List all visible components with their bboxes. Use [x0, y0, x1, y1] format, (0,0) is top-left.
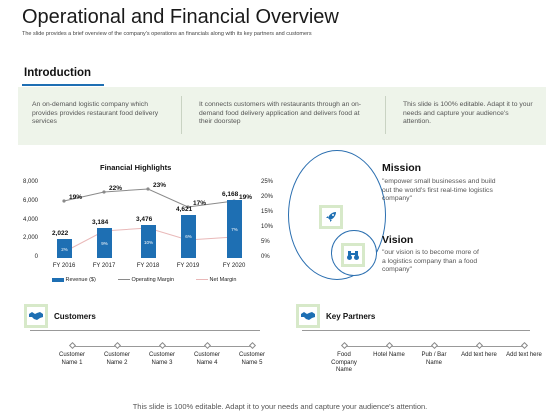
- legend-revenue-label: Revenue ($): [65, 277, 96, 283]
- y-right-tick: 5%: [261, 239, 270, 245]
- x-tick-label: FY 2019: [176, 263, 200, 269]
- tree-node-label: Hotel Name: [373, 352, 405, 358]
- tree-node-label: Food Company Name: [331, 352, 357, 373]
- revenue-value-label: 6,168: [222, 191, 239, 199]
- revenue-bar-inner-label: 9%: [101, 241, 108, 247]
- tree-node-label: Customer Name 2: [103, 352, 130, 366]
- operating-margin-value-label: 19%: [69, 194, 83, 201]
- introduction-divider-2: [385, 96, 386, 134]
- vision-title: Vision: [382, 234, 414, 246]
- y-left-tick: 4,000: [22, 216, 38, 223]
- operating-margin-line: [63, 188, 235, 208]
- x-tick-label: FY 2020: [222, 263, 246, 269]
- operating-margin-value-label: 19%: [239, 194, 253, 201]
- handshake-icon: [27, 307, 45, 325]
- tree-node-label: Customer Name 5: [238, 352, 265, 366]
- operating-margin-value-label: 22%: [109, 185, 123, 192]
- y-right-tick: 0%: [261, 254, 270, 260]
- tree-node-label: Customer Name 4: [193, 352, 220, 366]
- revenue-bar: [57, 239, 72, 258]
- legend-operating-label: Operating Margin: [131, 277, 175, 283]
- introduction-underline: [22, 84, 104, 86]
- legend-net-label: Net Margin: [209, 277, 237, 283]
- operating-margin-value-label: 17%: [193, 200, 207, 207]
- operating-margin-value-label: 23%: [153, 182, 167, 189]
- y-left-tick: 8,000: [22, 179, 38, 185]
- legend-net-margin: Net Margin: [196, 277, 236, 283]
- chart-title: Financial Highlights: [100, 163, 172, 172]
- revenue-bar: [97, 228, 112, 258]
- tree-node-label: Add text here: [506, 352, 542, 358]
- legend-revenue-swatch: [52, 277, 64, 282]
- mission-title: Mission: [382, 162, 422, 174]
- x-tick-label: FY 2017: [92, 263, 116, 269]
- legend-revenue: Revenue ($): [52, 277, 96, 283]
- tree-node-label: Customer Name 3: [148, 352, 175, 366]
- y-right-tick: 20%: [261, 194, 274, 200]
- y-right-tick: 25%: [261, 179, 274, 185]
- tree-node-label: Customer Name 1: [58, 352, 85, 366]
- customers-icon-box: [24, 304, 48, 328]
- revenue-value-label: 3,184: [92, 219, 109, 227]
- y-left-tick: 2,000: [22, 235, 38, 242]
- x-tick-label: FY 2016: [52, 263, 76, 269]
- partners-icon-box: [296, 304, 320, 328]
- revenue-value-label: 4,621: [176, 205, 193, 213]
- page-subtitle: The slide provides a brief overview of t…: [22, 31, 312, 37]
- tree-node-label: Add text here: [461, 352, 497, 358]
- handshake-icon: [299, 307, 317, 325]
- y-left-tick: 6,000: [22, 197, 38, 204]
- revenue-bar: [227, 200, 242, 258]
- binoculars-icon: [344, 246, 362, 264]
- operating-margin-point: [102, 190, 106, 194]
- introduction-band: [18, 87, 546, 145]
- mission-text: "empower small businesses and build out …: [382, 178, 496, 203]
- mission-icon-box: [319, 205, 343, 229]
- introduction-text-1: An on-demand logistic company which prov…: [32, 101, 159, 126]
- revenue-value-label: 3,476: [136, 216, 153, 224]
- revenue-value-label: 2,022: [52, 230, 69, 238]
- partners-title: Key Partners: [326, 312, 376, 321]
- introduction-divider-1: [181, 96, 182, 134]
- legend-net-swatch: [196, 279, 208, 281]
- revenue-bar-inner-label: 6%: [185, 234, 192, 240]
- revenue-bar: [181, 214, 196, 258]
- operating-margin-point: [186, 205, 190, 209]
- partners-underline: [302, 330, 530, 331]
- legend-operating-margin: Operating Margin: [118, 277, 174, 283]
- introduction-heading: Introduction: [24, 67, 92, 79]
- customers-underline: [30, 330, 260, 331]
- introduction-text-3: This slide is 100% editable. Adapt it to…: [403, 101, 533, 126]
- introduction-text-2: It connects customers with restaurants t…: [199, 101, 362, 126]
- y-left-tick: 0: [34, 254, 38, 260]
- footer-text: This slide is 100% editable. Adapt it to…: [132, 402, 428, 411]
- x-tick-label: FY 2018: [136, 263, 160, 269]
- operating-margin-point: [146, 187, 150, 191]
- revenue-bar: [141, 225, 156, 258]
- revenue-bar-inner-label: 7%: [231, 227, 238, 233]
- legend-operating-swatch: [118, 279, 130, 281]
- customers-title: Customers: [54, 312, 96, 321]
- revenue-bar-inner-label: 10%: [143, 239, 153, 245]
- revenue-bar-inner-label: 2%: [61, 246, 68, 252]
- vision-icon-box: [341, 243, 365, 267]
- operating-margin-point: [62, 199, 66, 203]
- tree-node-label: Pub / Bar Name: [421, 352, 447, 366]
- vision-text: "our vision is to become more of a logis…: [382, 249, 479, 274]
- y-right-tick: 15%: [261, 209, 274, 215]
- rocket-icon: [322, 208, 340, 226]
- y-right-tick: 10%: [261, 224, 274, 230]
- page-title: Operational and Financial Overview: [22, 6, 339, 28]
